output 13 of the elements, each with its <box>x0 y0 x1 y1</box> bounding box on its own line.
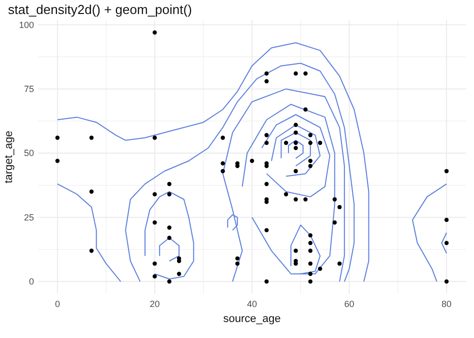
y-tick-label: 50 <box>24 148 34 158</box>
y-tick-label: 0 <box>28 276 34 287</box>
x-tick-label: 20 <box>150 299 160 309</box>
y-tick-label: 75 <box>24 84 34 94</box>
x-tick-label: 0 <box>54 299 60 309</box>
y-axis-title: target_age <box>3 130 15 184</box>
y-tick-label: 100 <box>18 20 34 30</box>
x-tick-label: 60 <box>344 299 354 309</box>
x-tick-label: 80 <box>442 299 452 309</box>
x-axis-title: source_age <box>223 313 281 325</box>
chart-title: stat_density2d() + geom_point() <box>8 2 192 17</box>
y-tick-label: 25 <box>24 212 34 222</box>
x-tick-label: 40 <box>246 299 258 309</box>
